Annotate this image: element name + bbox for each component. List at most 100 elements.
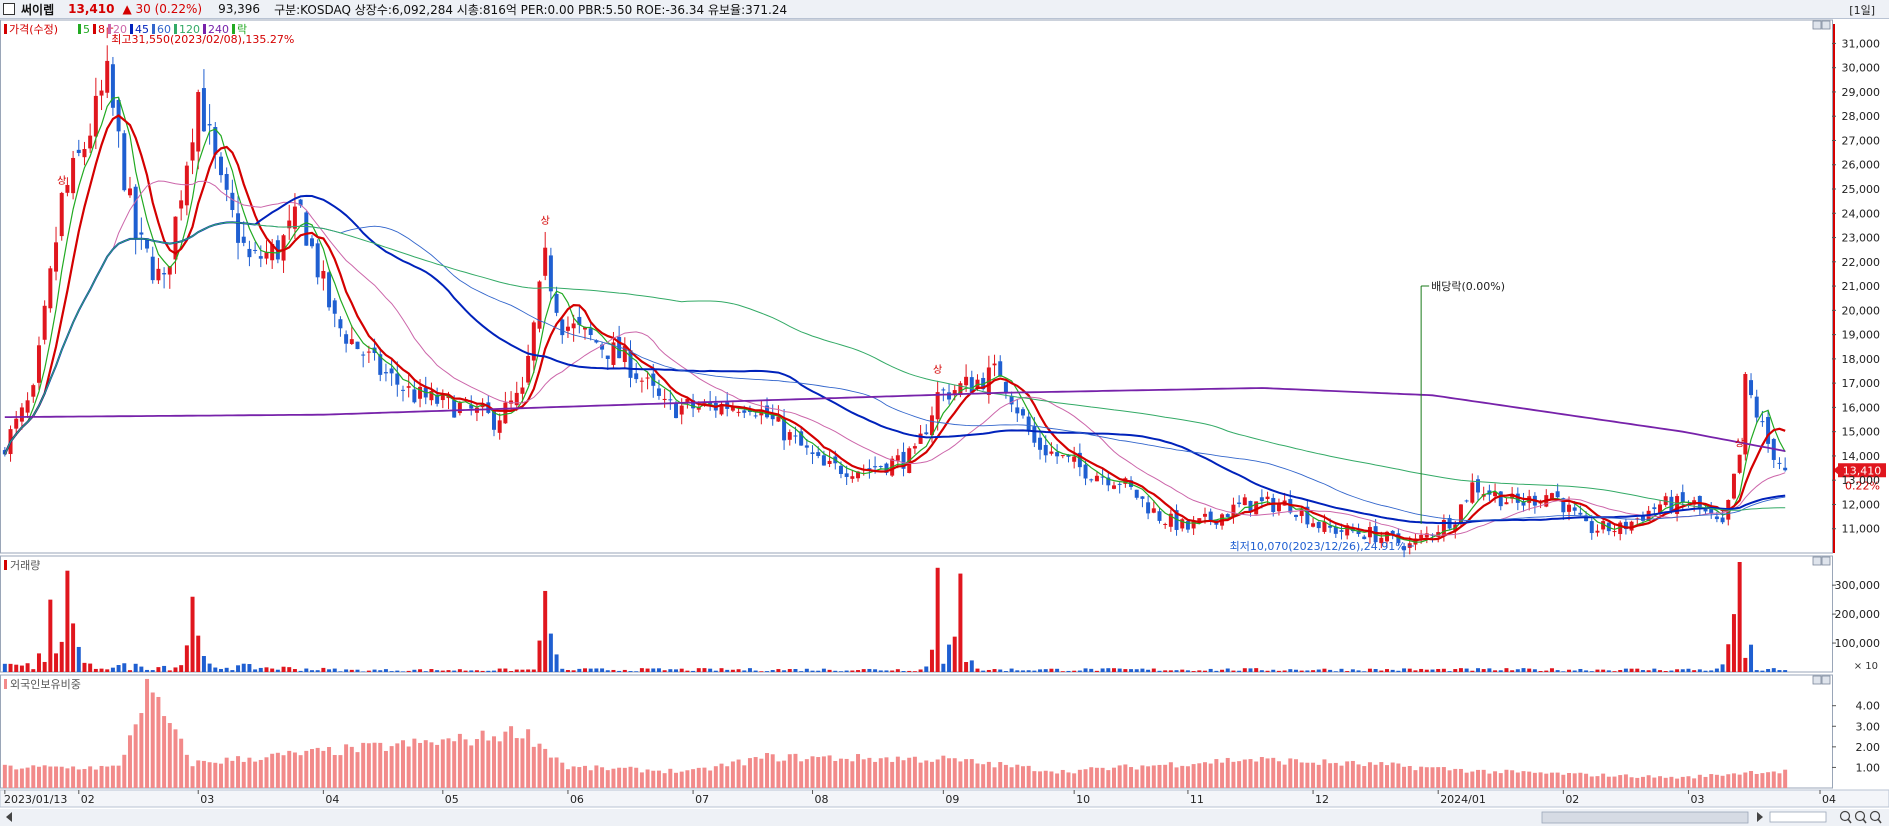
candle: [1402, 542, 1407, 558]
candle-body: [554, 294, 559, 313]
volume-bar: [361, 671, 366, 672]
price-change: ▲ 30 (0.22%): [122, 2, 203, 16]
candle-body: [497, 420, 502, 433]
candle-body: [1180, 519, 1185, 529]
candle-body: [196, 92, 201, 152]
candle-body: [537, 281, 542, 329]
candle-body: [577, 316, 582, 325]
volume-bar: [1276, 670, 1281, 672]
volume-bar: [1043, 669, 1048, 672]
foreign-bar: [1020, 766, 1025, 788]
candle-body: [929, 415, 934, 436]
volume-bar: [1072, 670, 1077, 672]
candle-body: [600, 344, 605, 350]
foreign-bar: [1003, 764, 1008, 788]
foreign-bar: [361, 742, 366, 788]
volume-bar: [344, 669, 349, 672]
candle: [162, 267, 167, 289]
volume-bar: [497, 668, 502, 672]
candle-body: [213, 127, 218, 155]
volume-bar: [218, 668, 223, 672]
foreign-bar: [753, 757, 758, 788]
foreign-bar: [440, 739, 445, 788]
volume-bar: [1658, 670, 1663, 672]
candle-body: [1299, 509, 1304, 517]
volume-bar: [1726, 644, 1731, 672]
candle-body: [1402, 546, 1407, 551]
candle-body: [1316, 521, 1321, 529]
foreign-bar: [850, 761, 855, 788]
volume-bar: [253, 669, 258, 672]
candle: [1208, 508, 1213, 526]
candle: [184, 161, 189, 216]
volume-bar: [816, 670, 821, 672]
volume-bar: [179, 665, 184, 672]
candle-body: [105, 60, 110, 93]
candle: [787, 429, 792, 446]
candle: [247, 240, 252, 267]
candle-body: [42, 305, 47, 340]
candle-body: [1032, 426, 1037, 443]
volume-bar: [935, 567, 940, 672]
volume-unit-note: × 10: [1854, 661, 1878, 672]
foreign-bar: [1237, 761, 1242, 788]
foreign-bar: [1043, 770, 1048, 788]
foreign-bar: [76, 769, 81, 788]
candle-body: [1743, 374, 1748, 455]
candle: [1612, 524, 1617, 537]
candle-body: [236, 213, 241, 243]
candle-body: [127, 188, 132, 196]
foreign-bar: [958, 761, 963, 788]
candle: [799, 427, 804, 446]
candle-body: [110, 64, 115, 108]
x-tick-label: 04: [325, 793, 339, 806]
volume-bar: [1009, 668, 1014, 672]
candle: [668, 389, 673, 410]
foreign-bar: [292, 752, 297, 788]
zoom-in-icon-handle: [1877, 818, 1882, 824]
volume-bar: [833, 670, 838, 672]
foreign-bar: [622, 767, 627, 788]
candle-body: [1231, 504, 1236, 517]
volume-bar: [747, 668, 752, 672]
candle: [497, 413, 502, 440]
foreign-bar: [116, 765, 121, 788]
candle: [190, 128, 195, 175]
volume-bar: [1373, 669, 1378, 672]
candle: [708, 390, 713, 411]
candle: [577, 306, 582, 334]
candle: [804, 438, 809, 455]
candle-body: [173, 216, 178, 260]
candle: [395, 361, 400, 397]
candle-body: [190, 142, 195, 161]
x-tick-label: 05: [445, 793, 459, 806]
foreign-bar: [133, 724, 138, 788]
candle-body: [184, 165, 189, 206]
foreign-bar: [36, 766, 41, 788]
foreign-bar: [941, 755, 946, 788]
candle-body: [583, 327, 588, 330]
candle: [1476, 475, 1481, 502]
y-tick-label: 17,000: [1842, 377, 1881, 390]
foreign-bar: [423, 740, 428, 788]
foreign-bar: [964, 759, 969, 788]
volume-bar: [924, 666, 929, 672]
chart-axes: 11,000 12,000 13,000 14,000 15,000 16,000 17,0…: [0, 37, 1889, 826]
candle: [1498, 490, 1503, 511]
foreign-bar: [759, 758, 764, 788]
foreign-bar: [309, 749, 314, 788]
candle: [42, 300, 47, 345]
candle: [1237, 495, 1242, 508]
foreign-bar: [139, 713, 144, 788]
candle-body: [401, 389, 405, 391]
foreign-bar: [31, 765, 36, 788]
volume-bar: [36, 653, 41, 672]
panel-maximize-icon: [1821, 675, 1831, 685]
foreign-bar: [1316, 764, 1321, 788]
window-menu-icon[interactable]: [3, 3, 15, 15]
volume-bar: [634, 671, 639, 672]
volume-bar: [1476, 668, 1481, 672]
zoom-reset-icon: [1854, 810, 1866, 822]
foreign-bar: [1777, 773, 1782, 788]
period-selector[interactable]: [1일]: [1849, 4, 1875, 17]
